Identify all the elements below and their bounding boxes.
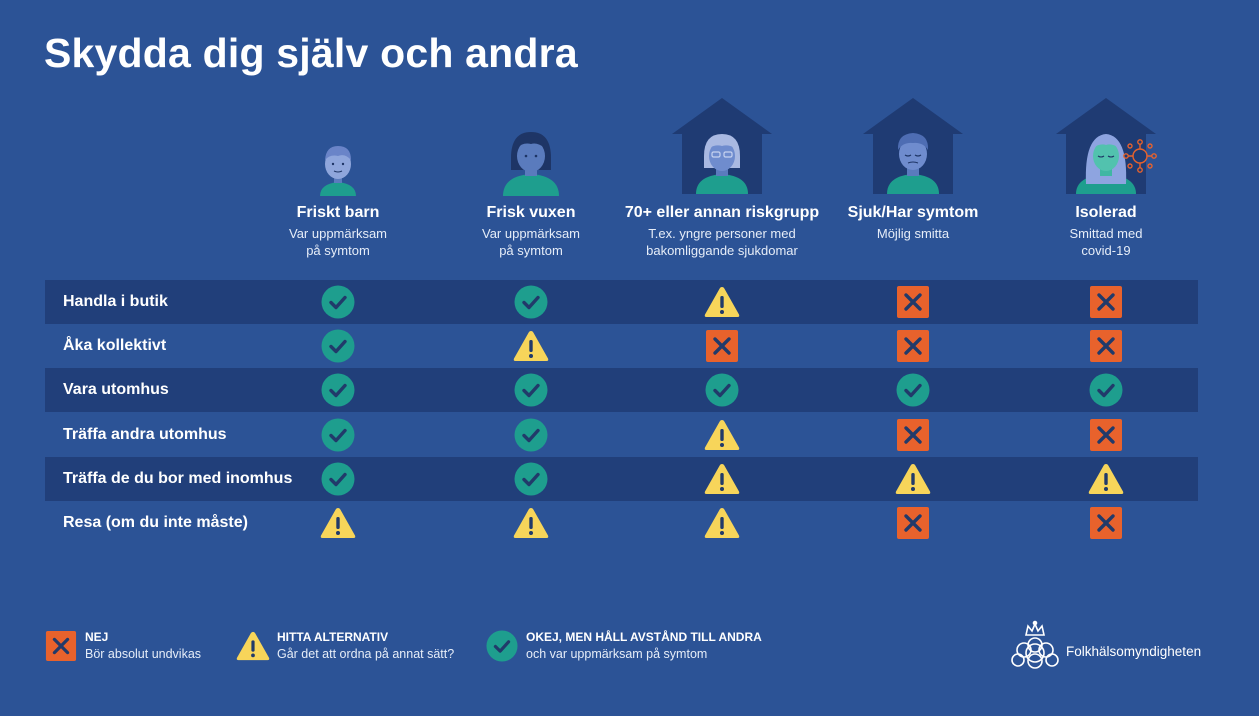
warning-icon xyxy=(894,462,931,496)
table-row: Åka kollektivt xyxy=(45,324,1198,368)
check-icon xyxy=(321,329,355,363)
warning-icon xyxy=(512,506,549,540)
column-avatar xyxy=(431,96,631,196)
legend-title: NEJ xyxy=(85,630,109,644)
warning-icon xyxy=(235,630,271,667)
cross-icon xyxy=(705,329,739,363)
isolated-person-in-house-icon xyxy=(1056,98,1157,194)
check-icon xyxy=(514,285,548,319)
row-label: Åka kollektivt xyxy=(63,337,167,354)
cross-icon xyxy=(896,285,930,319)
check-icon xyxy=(1089,373,1123,407)
folkhalsomyndigheten-logo: Folkhälsomyndigheten xyxy=(1010,620,1210,674)
column-header: 70+ eller annan riskgrupp T.ex. yngre per… xyxy=(622,96,822,259)
row-label: Vara utomhus xyxy=(63,381,169,398)
column-name: Friskt barn xyxy=(296,204,380,221)
check-icon xyxy=(896,373,930,407)
logo-text: Folkhälsomyndigheten xyxy=(1066,644,1202,659)
check-icon xyxy=(321,373,355,407)
legend-title: OKEJ, MEN HÅLL AVSTÅND TILL ANDRA xyxy=(526,630,762,644)
sick-person-in-house-icon xyxy=(863,98,963,194)
column-header: Isolerad Smittad med covid-19 xyxy=(1006,96,1206,259)
table-row: Handla i butik xyxy=(45,280,1198,324)
page-title: Skydda dig själv och andra xyxy=(44,30,578,76)
check-icon xyxy=(514,373,548,407)
column-name: 70+ eller annan riskgrupp xyxy=(624,204,820,221)
cross-icon xyxy=(896,329,930,363)
check-icon xyxy=(321,462,355,496)
cross-icon xyxy=(1089,506,1123,540)
check-icon xyxy=(514,418,548,452)
column-subtitle: Möjlig smitta xyxy=(876,226,950,241)
table-row: Vara utomhus xyxy=(45,368,1198,412)
cross-icon xyxy=(45,630,77,667)
legend-text: Går det att ordna på annat sätt? xyxy=(277,647,455,661)
legend-text: och var uppmärksam på symtom xyxy=(526,647,708,661)
warning-icon xyxy=(703,462,740,496)
legend-text: Bör absolut undvikas xyxy=(85,647,202,661)
column-name: Frisk vuxen xyxy=(486,204,576,221)
elderly-in-house-icon xyxy=(672,98,772,194)
warning-icon xyxy=(1087,462,1124,496)
warning-icon xyxy=(319,506,356,540)
column-subtitle: Var uppmärksam på symtom xyxy=(288,226,387,258)
column-avatar xyxy=(813,96,1013,196)
cross-icon xyxy=(1089,285,1123,319)
check-icon xyxy=(321,418,355,452)
column-name: Sjuk/Har symtom xyxy=(847,204,979,221)
warning-icon xyxy=(703,506,740,540)
column-avatar xyxy=(238,96,438,196)
legend-title: HITTA ALTERNATIV xyxy=(277,630,389,644)
row-label: Handla i butik xyxy=(63,293,168,310)
column-subtitle: Var uppmärksam på symtom xyxy=(481,226,580,258)
table-row: Resa (om du inte måste) xyxy=(45,501,1198,545)
column-header: Frisk vuxen Var uppmärksam på symtom xyxy=(431,96,631,259)
check-icon xyxy=(321,285,355,319)
cross-icon xyxy=(896,418,930,452)
row-label: Träffa de du bor med inomhus xyxy=(63,470,293,487)
check-icon xyxy=(486,630,518,667)
check-icon xyxy=(705,373,739,407)
table-row: Träffa andra utomhus xyxy=(45,413,1198,457)
check-icon xyxy=(514,462,548,496)
crown-emblem-icon xyxy=(1011,620,1059,669)
column-name: Isolerad xyxy=(1075,204,1137,221)
cross-icon xyxy=(1089,329,1123,363)
column-header: Friskt barn Var uppmärksam på symtom xyxy=(238,96,438,259)
warning-icon xyxy=(512,329,549,363)
row-label: Resa (om du inte måste) xyxy=(63,514,248,531)
column-avatar xyxy=(622,96,822,196)
adult-icon xyxy=(503,132,559,196)
cross-icon xyxy=(896,506,930,540)
column-subtitle: T.ex. yngre personer med bakomliggande s… xyxy=(646,226,798,258)
row-label: Träffa andra utomhus xyxy=(63,426,227,443)
column-avatar xyxy=(1006,96,1206,196)
warning-icon xyxy=(703,418,740,452)
column-header: Sjuk/Har symtom Möjlig smitta xyxy=(813,96,1013,242)
cross-icon xyxy=(1089,418,1123,452)
column-subtitle: Smittad med covid-19 xyxy=(1069,226,1143,258)
warning-icon xyxy=(703,285,740,319)
table-row: Träffa de du bor med inomhus xyxy=(45,457,1198,501)
child-icon xyxy=(320,146,356,196)
